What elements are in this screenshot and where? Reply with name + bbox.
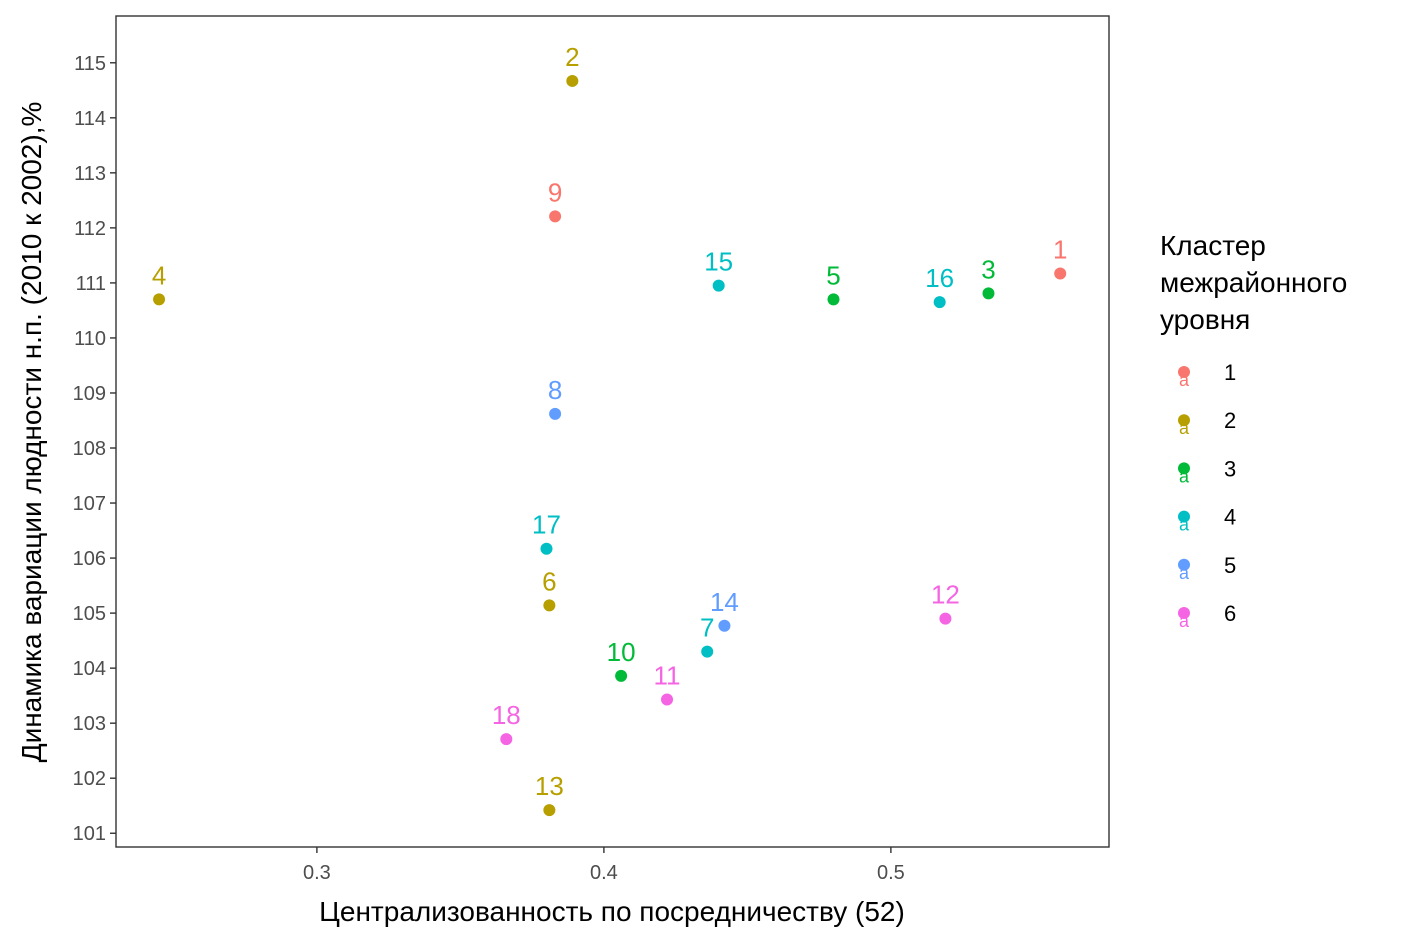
legend-key-glyph: a [1179, 515, 1190, 535]
legend-key-point [1178, 510, 1190, 523]
y-tick-label: 102 [73, 768, 106, 790]
point-label: 6 [542, 566, 556, 596]
x-tick-label: 0.5 [877, 862, 905, 884]
y-tick-label: 101 [73, 823, 106, 845]
y-tick-label: 106 [73, 548, 106, 570]
y-tick-label: 109 [73, 383, 106, 405]
data-point [933, 296, 946, 309]
plot-panel: 0.3 0.4 0.5 101102103104105106107108109110… [73, 15, 1110, 884]
y-tick-label: 107 [73, 493, 106, 515]
legend-key-point [1178, 462, 1190, 475]
data-point [549, 407, 562, 420]
y-tick-label: 115 [74, 53, 106, 75]
y-axis-title: Динамика вариации людности н.п. (2010 к … [16, 102, 47, 763]
legend-label: 2 [1224, 408, 1236, 433]
legend-key-point [1178, 558, 1190, 571]
legend-label: 1 [1224, 360, 1236, 385]
y-tick-label: 112 [74, 218, 106, 240]
point-label: 15 [704, 247, 733, 277]
data-point [718, 619, 731, 632]
legend-entries: a 1 a 2 a 3 a 4 a 5 a 6 [1178, 360, 1236, 631]
legend-label: 3 [1224, 456, 1236, 481]
point-label: 16 [925, 263, 954, 293]
point-label: 9 [548, 177, 562, 207]
point-label: 13 [535, 771, 564, 801]
y-tick-label: 103 [73, 713, 106, 735]
point-label: 12 [931, 580, 960, 610]
y-axis-ticks: 101 102 103 104 105 106 107 108 109 110 111 112 113 1… [73, 53, 116, 845]
legend-key-glyph: a [1179, 370, 1190, 390]
data-point [939, 612, 952, 625]
legend-title-line-1: Кластер [1160, 230, 1266, 261]
y-tick-label: 105 [73, 603, 106, 625]
data-point [615, 669, 628, 682]
legend-key-point [1178, 366, 1190, 378]
x-tick-label: 0.3 [303, 862, 331, 884]
legend-key-point [1178, 414, 1190, 427]
x-axis-title: Централизованность по посредничеству (52… [319, 896, 905, 927]
legend-key-glyph: a [1179, 611, 1190, 631]
point-label: 4 [152, 260, 166, 290]
legend-label: 6 [1224, 601, 1236, 626]
data-point [500, 733, 513, 746]
point-label: 18 [492, 700, 521, 730]
x-axis-ticks: 0.3 0.4 0.5 [303, 847, 905, 884]
point-label: 2 [565, 42, 579, 72]
data-point [1054, 267, 1067, 280]
point-label: 7 [700, 613, 714, 643]
y-tick-label: 113 [74, 163, 106, 185]
data-point [827, 293, 840, 306]
data-point [982, 287, 995, 300]
data-points [153, 74, 1067, 817]
data-point [566, 74, 579, 87]
point-label: 10 [607, 637, 636, 667]
y-tick-label: 110 [74, 328, 106, 350]
legend-title-line-2: межрайонного [1160, 267, 1347, 298]
point-label: 1 [1053, 235, 1067, 265]
data-point [549, 210, 562, 223]
legend-key-glyph: a [1179, 418, 1190, 438]
y-tick-label: 111 [76, 273, 106, 295]
data-point [661, 693, 674, 706]
legend-key-glyph: a [1179, 563, 1190, 583]
panel-border [115, 15, 1110, 848]
y-tick-label: 104 [73, 658, 106, 680]
data-point [153, 293, 166, 306]
y-tick-label: 114 [74, 108, 106, 130]
point-label: 5 [826, 260, 840, 290]
legend-key-point [1178, 607, 1190, 619]
point-label: 8 [548, 375, 562, 405]
legend-key-glyph: a [1179, 466, 1190, 486]
point-label: 3 [981, 254, 995, 284]
legend: Кластер межрайонного уровня a 1 a 2 a 3 a 4 a 5 a 6 [1160, 230, 1347, 631]
data-point [543, 804, 556, 817]
x-tick-label: 0.4 [590, 862, 618, 884]
data-point [543, 599, 556, 612]
legend-label: 4 [1224, 505, 1236, 530]
data-point [540, 542, 553, 555]
legend-label: 5 [1224, 553, 1236, 578]
point-label: 11 [654, 661, 681, 691]
data-point [701, 645, 714, 658]
point-label: 17 [532, 510, 561, 540]
point-label: 14 [710, 587, 739, 617]
y-tick-label: 108 [73, 438, 106, 460]
legend-title-line-3: уровня [1160, 304, 1250, 335]
data-point [712, 279, 725, 292]
